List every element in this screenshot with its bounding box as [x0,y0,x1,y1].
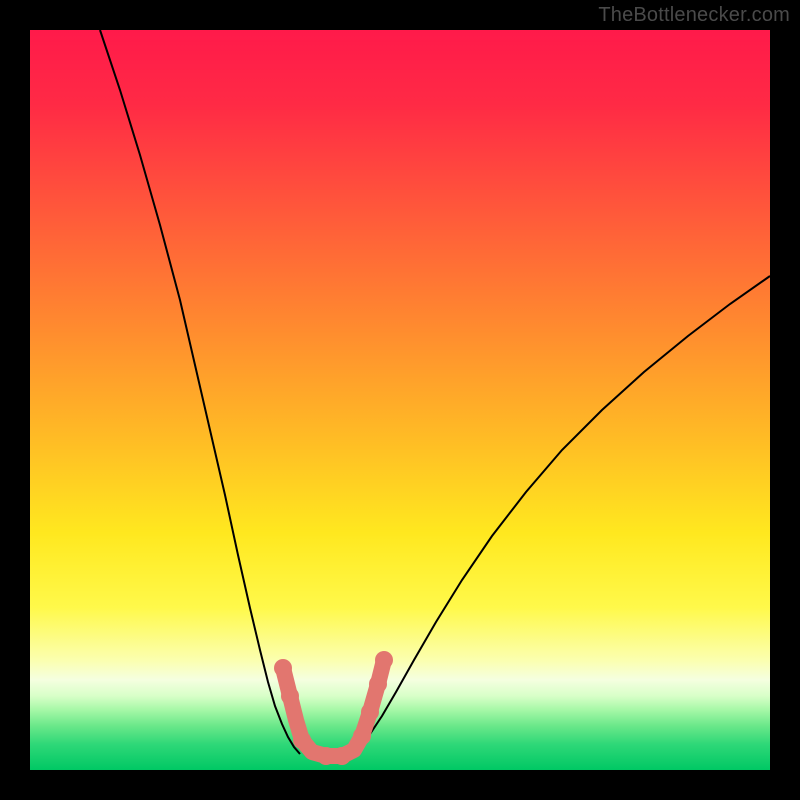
bottleneck-chart [0,0,800,800]
marker-dot [375,651,393,669]
watermark-text: TheBottlenecker.com [598,4,790,27]
plot-gradient-area [30,30,770,770]
marker-dot [281,687,299,705]
marker-dot [274,659,292,677]
marker-dot [361,703,379,721]
marker-dot [333,747,351,765]
marker-dot [293,731,311,749]
marker-dot [353,727,371,745]
chart-frame: TheBottlenecker.com [0,0,800,800]
marker-dot [317,747,335,765]
marker-dot [369,675,387,693]
